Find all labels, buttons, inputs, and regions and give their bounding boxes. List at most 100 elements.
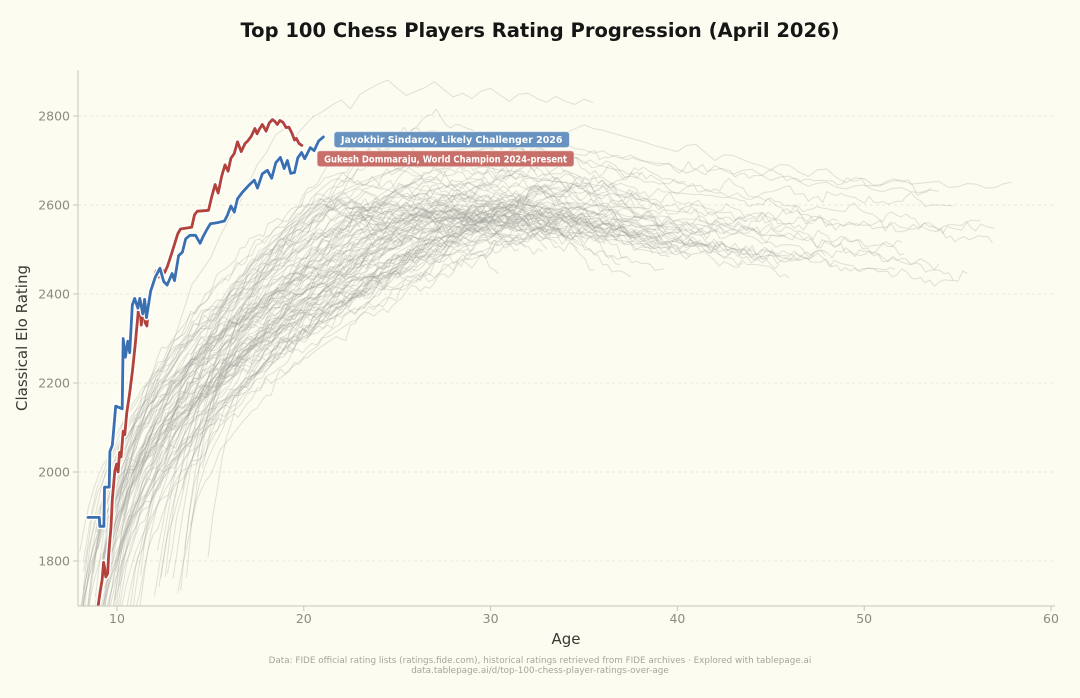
background-series-line-15 xyxy=(197,206,595,457)
chart-title: Top 100 Chess Players Rating Progression… xyxy=(240,19,839,42)
background-series-line-56 xyxy=(84,207,420,606)
background-series-line-53 xyxy=(94,199,559,597)
background-series-line-77 xyxy=(166,204,500,574)
background-series-line-10 xyxy=(83,195,780,573)
background-series-line-35 xyxy=(96,198,525,606)
background-series-line-40 xyxy=(222,178,588,371)
background-series-line-14 xyxy=(105,213,447,534)
background-series-line-5 xyxy=(150,214,670,468)
background-series-line-55 xyxy=(180,191,424,591)
background-series-line-special-0 xyxy=(116,79,594,519)
annotation-gukesh-dommaraju-label: Gukesh Dommaraju, World Champion 2024-pr… xyxy=(324,154,567,165)
background-series-line-70 xyxy=(111,202,748,539)
background-series-line-94 xyxy=(211,209,801,411)
background-series-line-19 xyxy=(207,210,695,558)
y-tick-label-1800: 1800 xyxy=(38,554,70,569)
background-series-line-52 xyxy=(191,207,968,459)
series-annotations: Javokhir Sindarov, Likely Challenger 202… xyxy=(316,131,575,168)
background-series-line-59 xyxy=(100,200,690,606)
background-series-line-7 xyxy=(110,200,481,606)
background-series-line-90 xyxy=(190,212,621,527)
background-series-line-41 xyxy=(164,156,838,460)
background-series-line-92 xyxy=(182,171,636,490)
background-series-line-34 xyxy=(139,192,544,606)
background-series-line-80 xyxy=(97,206,388,606)
series-line-gukesh-dommaraju xyxy=(96,118,304,606)
background-series-line-26 xyxy=(80,175,669,606)
background-series-line-24 xyxy=(112,206,520,606)
x-tick-label-50: 50 xyxy=(856,611,872,626)
background-series-line-43 xyxy=(135,185,654,606)
background-series-line-58 xyxy=(97,201,589,533)
footer-url-line: data.tablepage.ai/d/top-100-chess-player… xyxy=(411,666,669,676)
background-series-line-84 xyxy=(160,184,503,578)
axes: 10 20 30 40 50 60 1800 2000 2200 2400 2600 2800 xyxy=(38,70,1059,626)
background-series-line-45 xyxy=(122,172,493,516)
series-line-javokhir-sindarov xyxy=(86,135,325,528)
background-series-line-27 xyxy=(184,195,718,550)
y-tick-label-2600: 2600 xyxy=(38,198,70,213)
background-series-line-64 xyxy=(103,210,488,606)
background-series-line-49 xyxy=(95,189,726,606)
background-series-line-73 xyxy=(108,168,783,606)
background-series-line-17 xyxy=(110,163,472,552)
background-series-line-75 xyxy=(82,136,686,564)
background-series-line-29 xyxy=(152,220,500,488)
background-series-line-66 xyxy=(97,214,527,606)
background-series-line-79 xyxy=(95,182,625,533)
background-series-line-11 xyxy=(101,209,654,606)
y-tick-label-2000: 2000 xyxy=(38,465,70,480)
background-series-line-39 xyxy=(98,219,665,586)
y-tick-label-2200: 2200 xyxy=(38,376,70,391)
background-series-line-93 xyxy=(113,173,617,606)
background-series-line-82 xyxy=(116,185,692,572)
background-series-line-67 xyxy=(130,165,645,606)
background-series-line-0 xyxy=(79,195,599,552)
background-series-line-31 xyxy=(104,214,954,606)
background-series-line-76 xyxy=(140,212,548,475)
background-series-line-72 xyxy=(82,199,558,606)
x-tick-label-10: 10 xyxy=(109,611,125,626)
background-series-line-91 xyxy=(158,203,710,587)
background-series-line-special-1 xyxy=(153,124,1012,597)
background-series-line-48 xyxy=(120,198,981,495)
background-series-line-74 xyxy=(107,184,580,565)
background-series-line-6 xyxy=(119,191,515,606)
background-series-line-8 xyxy=(82,175,555,606)
background-series-line-78 xyxy=(126,201,564,606)
axis-spines xyxy=(77,70,1055,607)
annotation-gukesh-dommaraju-badge xyxy=(316,150,575,168)
background-series-line-38 xyxy=(120,205,393,514)
background-series-line-9 xyxy=(94,192,460,606)
background-series-line-12 xyxy=(118,183,993,549)
background-series-line-60 xyxy=(156,211,826,551)
footer-source-line: Data: FIDE official rating lists (rating… xyxy=(269,656,812,666)
background-series-line-50 xyxy=(104,182,530,606)
background-series-line-36 xyxy=(118,182,652,587)
highlighted-series-lines xyxy=(85,116,327,606)
background-series-line-28 xyxy=(80,202,814,606)
y-axis-label: Classical Elo Rating xyxy=(13,265,31,411)
background-series-line-86 xyxy=(117,198,609,606)
background-series-line-37 xyxy=(103,137,572,606)
x-tick-label-40: 40 xyxy=(669,611,685,626)
x-tick-label-20: 20 xyxy=(296,611,312,626)
background-series-line-42 xyxy=(121,199,940,606)
background-series-line-44 xyxy=(117,182,562,556)
background-series-line-71 xyxy=(82,165,663,590)
x-axis-label: Age xyxy=(551,630,580,648)
annotation-javokhir-sindarov-badge xyxy=(333,131,570,149)
background-series-line-16 xyxy=(114,214,498,601)
background-series-line-1 xyxy=(96,199,404,606)
y-tick-label-2800: 2800 xyxy=(38,109,70,124)
background-series-line-65 xyxy=(106,195,528,606)
background-series-line-21 xyxy=(82,209,781,606)
background-series-line-83 xyxy=(136,208,815,491)
background-series-line-23 xyxy=(132,196,579,606)
background-series-line-2 xyxy=(111,180,995,566)
y-tick-label-2400: 2400 xyxy=(38,287,70,302)
x-tick-label-30: 30 xyxy=(483,611,499,626)
